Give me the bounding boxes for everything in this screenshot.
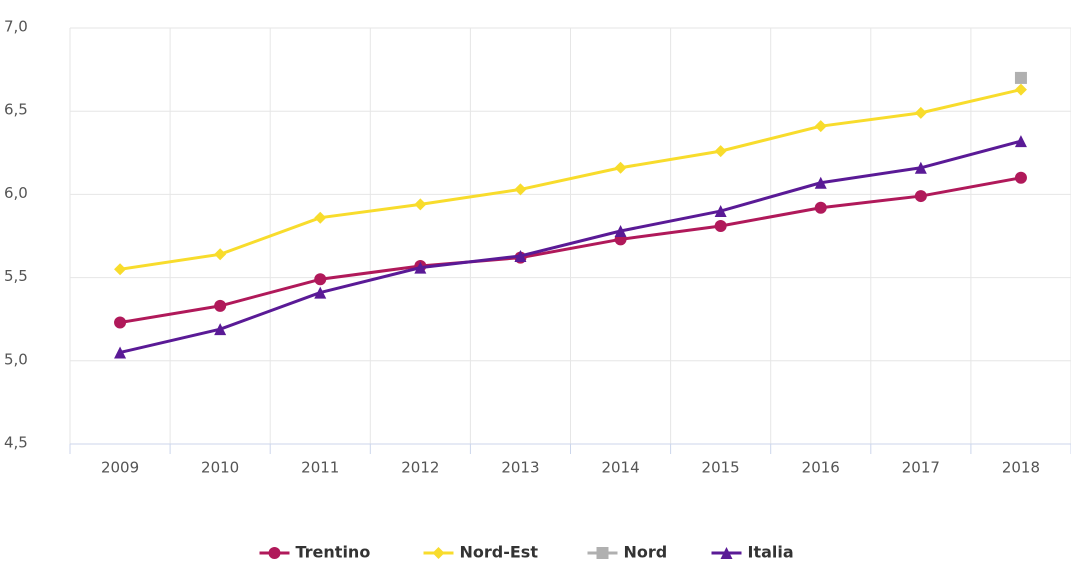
marker xyxy=(1014,83,1027,96)
legend-item: Nord-Est xyxy=(423,543,539,562)
marker xyxy=(914,161,927,174)
series-line xyxy=(119,139,1022,354)
marker xyxy=(114,346,127,359)
marker xyxy=(214,248,227,261)
marker xyxy=(1014,171,1027,184)
x-tick-label: 2016 xyxy=(802,459,840,477)
x-tick-label: 2015 xyxy=(702,459,740,477)
marker xyxy=(314,286,327,299)
marker xyxy=(214,323,227,336)
series-line xyxy=(119,176,1022,325)
x-tick-label: 2011 xyxy=(301,459,339,477)
marker xyxy=(514,249,527,262)
marker xyxy=(914,106,927,119)
legend-label: Nord-Est xyxy=(460,543,539,562)
marker xyxy=(714,145,727,158)
legend: Trentino Nord-Est Nord Italia xyxy=(259,543,794,562)
legend-item: Trentino xyxy=(259,543,371,562)
legend-label: Italia xyxy=(748,543,794,562)
x-tick-label: 2014 xyxy=(601,459,639,477)
x-tick-label: 2010 xyxy=(201,459,239,477)
marker xyxy=(114,263,127,276)
marker xyxy=(814,201,827,214)
legend-item: Nord xyxy=(587,543,668,562)
legend-item: Italia xyxy=(711,543,794,562)
x-tick-label: 2009 xyxy=(101,459,139,477)
y-tick-label: 4,5 xyxy=(4,434,28,452)
marker xyxy=(720,547,733,559)
legend-label: Trentino xyxy=(296,543,371,562)
y-tick-label: 6,0 xyxy=(4,184,28,202)
marker xyxy=(914,190,927,203)
marker xyxy=(314,273,327,286)
x-tick-label: 2012 xyxy=(401,459,439,477)
marker xyxy=(714,205,727,218)
y-tick-label: 5,0 xyxy=(4,350,28,368)
x-tick-label: 2017 xyxy=(902,459,940,477)
marker xyxy=(814,176,827,189)
marker xyxy=(114,316,127,329)
marker xyxy=(414,261,427,274)
marker xyxy=(414,198,427,211)
marker xyxy=(714,220,727,233)
marker xyxy=(514,183,527,196)
marker xyxy=(614,225,627,238)
marker xyxy=(1014,71,1027,84)
marker xyxy=(814,120,827,133)
marker xyxy=(614,161,627,174)
y-tick-label: 5,5 xyxy=(4,267,28,285)
marker xyxy=(314,211,327,224)
marker xyxy=(596,547,609,559)
marker xyxy=(1014,135,1027,148)
x-tick-label: 2018 xyxy=(1002,459,1040,477)
marker xyxy=(268,547,281,559)
series-line xyxy=(119,88,1022,271)
marker xyxy=(214,299,227,312)
x-tick-label: 2013 xyxy=(501,459,539,477)
marker xyxy=(432,547,445,559)
y-tick-label: 6,5 xyxy=(4,101,28,119)
y-tick-label: 7,0 xyxy=(4,18,28,36)
legend-label: Nord xyxy=(624,543,668,562)
